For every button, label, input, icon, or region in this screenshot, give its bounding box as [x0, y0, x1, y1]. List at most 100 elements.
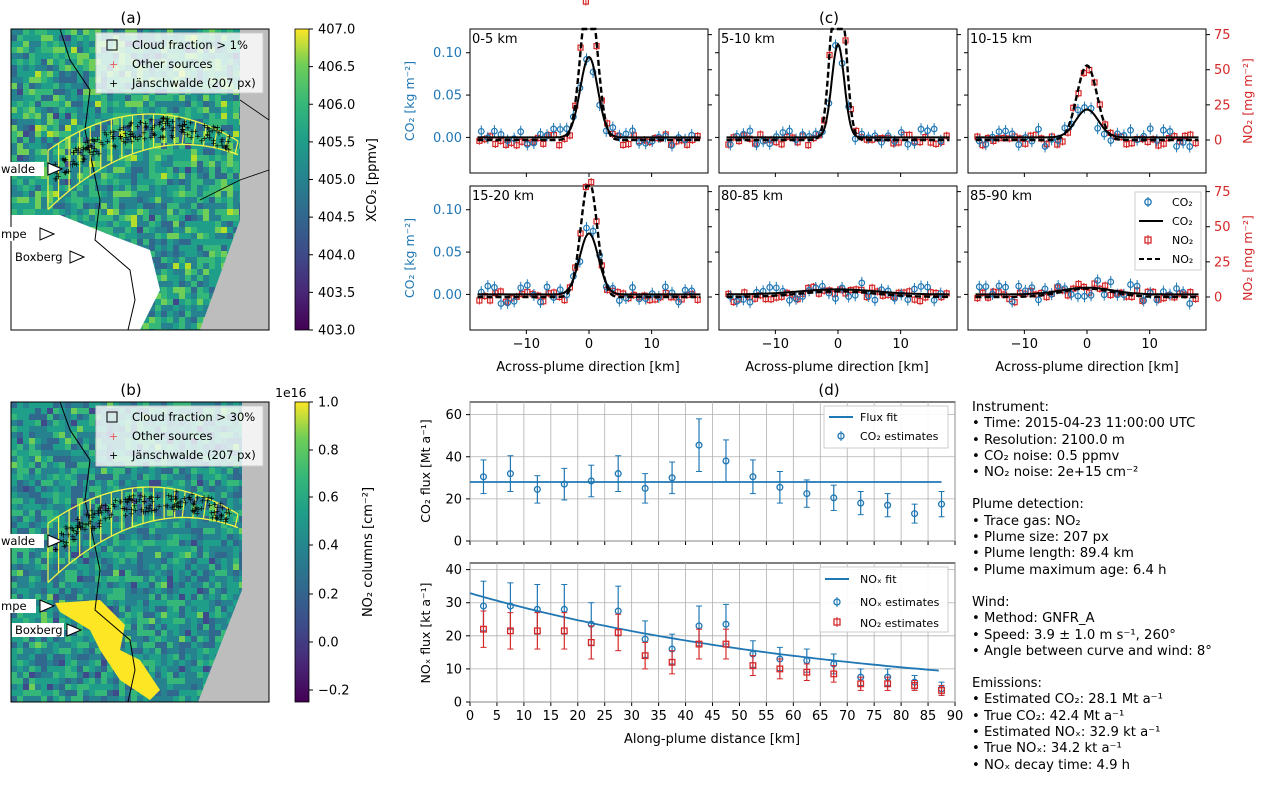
- plume-pixel: +: [117, 497, 124, 506]
- plume-pixel: +: [89, 135, 96, 144]
- plume-pixel: +: [94, 135, 101, 144]
- plume-pixel: +: [90, 147, 97, 156]
- plume-pixel: +: [206, 501, 213, 510]
- plume-pixel: +: [164, 119, 171, 128]
- co2-flux-point: [614, 470, 622, 478]
- profile-label: 5-10 km: [721, 32, 775, 47]
- plume-pixel: +: [132, 133, 139, 142]
- plume-pixel: +: [187, 118, 194, 127]
- co2-point: [583, 224, 590, 232]
- plume-pixel: +: [79, 523, 86, 532]
- plume-pixel: +: [117, 132, 124, 141]
- svg-text:+: +: [109, 58, 118, 71]
- x-tick-label: 55: [758, 709, 775, 724]
- plume-pixel: +: [179, 121, 186, 130]
- plume-pixel: +: [82, 138, 89, 147]
- co2-point: [753, 288, 760, 296]
- plume-pixel: +: [181, 494, 188, 503]
- plume-pixel: +: [177, 497, 184, 506]
- plume-pixel: +: [213, 515, 220, 524]
- plume-pixel: +: [204, 123, 211, 132]
- x-tick-label: −10: [513, 337, 540, 352]
- plume-pixel: +: [179, 125, 186, 134]
- y-tick-label: 60: [445, 408, 462, 423]
- plume-pixel: +: [128, 510, 135, 519]
- plume-pixel: +: [127, 120, 134, 129]
- co2-point: [629, 127, 636, 135]
- plume-box-divider: [234, 140, 239, 155]
- co2-point: [1173, 285, 1180, 292]
- plume-pixel: +: [127, 132, 134, 141]
- co2-point: [504, 299, 511, 307]
- plume-pixel: +: [85, 145, 92, 154]
- plume-pixel: +: [223, 508, 230, 517]
- plume-pixel: +: [136, 496, 143, 505]
- plume-pixel: +: [73, 529, 80, 538]
- plume-pixel: +: [164, 115, 171, 124]
- no2-point: [1059, 138, 1066, 145]
- plume-pixel: +: [190, 500, 197, 509]
- plume-pixel: +: [124, 498, 131, 507]
- plume-pixel: +: [70, 148, 77, 157]
- no2-fit-line: [477, 184, 701, 299]
- plume-pixel: +: [149, 497, 156, 506]
- plume-pixel: +: [210, 136, 217, 145]
- plume-pixel: +: [211, 500, 218, 509]
- plume-pixel: +: [154, 493, 161, 502]
- no2-point: [694, 296, 701, 303]
- x-tick-label: 10: [892, 337, 909, 352]
- x-tick-label: 75: [866, 709, 883, 724]
- co2-point: [904, 140, 912, 148]
- plume-pixel: +: [105, 506, 112, 515]
- co2-point: [759, 137, 767, 145]
- panel-a-legend-source: Jänschwalde (207 px): [131, 76, 256, 90]
- plume-pixel: +: [178, 127, 185, 136]
- plume-pixel: +: [129, 129, 136, 138]
- panel-b-legend-source: Jänschwalde (207 px): [131, 448, 256, 462]
- no2-flux-point: [911, 682, 919, 689]
- plume-pixel: +: [82, 525, 89, 534]
- plume-pixel: +: [79, 158, 86, 167]
- plume-pixel: +: [176, 121, 183, 130]
- co2-point: [792, 295, 800, 303]
- plume-pixel: +: [168, 495, 175, 504]
- co2-point: [681, 286, 689, 294]
- plume-pixel: +: [62, 168, 69, 177]
- co2-point: [675, 298, 682, 306]
- plume-pixel: +: [141, 134, 148, 143]
- plume-pixel: +: [223, 144, 230, 153]
- plume-pixel: +: [74, 523, 81, 532]
- plume-pixel: +: [63, 167, 70, 176]
- no2-point: [1128, 140, 1135, 147]
- co2-point: [924, 283, 931, 291]
- profile-axes: [718, 28, 958, 174]
- plume-pixel: +: [61, 156, 68, 165]
- panel-c-xlabel-1: Across-plume direction [km]: [496, 360, 679, 375]
- panel-c-ylabel-right-top: NO₂ [mg m⁻²]: [1240, 58, 1255, 144]
- plume-pixel: +: [160, 133, 167, 142]
- co2-fit-line: [477, 55, 701, 139]
- plume-pixel: +: [99, 141, 106, 150]
- panel-a-legend-other: Other sources: [132, 57, 213, 71]
- plume-pixel: +: [127, 131, 134, 140]
- plume-pixel: +: [171, 505, 178, 514]
- plume-pixel: +: [181, 120, 188, 129]
- panel-d-top-ylabel: CO₂ flux [Mt a⁻¹]: [418, 419, 433, 522]
- panel-b: (b) ++ +++ +++++++++ ++++ +++ +++++++++++++++…: [0, 381, 376, 703]
- plume-pixel: +: [162, 119, 169, 128]
- co2-point: [746, 298, 754, 306]
- plume-pixel: +: [156, 502, 163, 511]
- plume-pixel: +: [141, 493, 148, 502]
- co2-point: [891, 137, 899, 145]
- profile-subplot: 0-5 km 0.00 0.05 0.10: [433, 0, 712, 177]
- x-tick-label: 45: [704, 709, 721, 724]
- plume-pixel: +: [110, 132, 117, 141]
- plume-pixel: +: [129, 496, 136, 505]
- co2-point: [982, 283, 990, 290]
- plume-pixel: +: [214, 514, 221, 523]
- co2-point: [1074, 292, 1082, 300]
- plume-pixel: +: [69, 525, 76, 534]
- co2-point: [884, 132, 892, 140]
- panel-a-plume-boxes: [47, 113, 239, 210]
- plume-pixel: +: [74, 528, 81, 537]
